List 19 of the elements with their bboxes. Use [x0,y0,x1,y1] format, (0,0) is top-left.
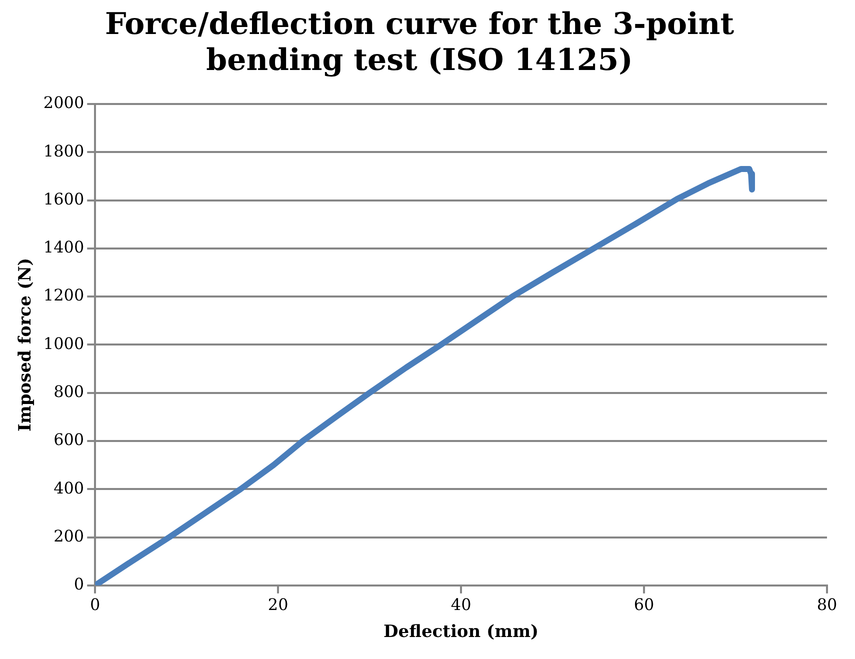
x-tick-label: 40 [450,595,472,614]
y-tick-label: 1200 [43,286,84,305]
x-tick-label: 0 [90,595,100,614]
y-tick-label: 2000 [43,93,84,112]
x-axis-title: Deflection (mm) [384,622,539,642]
y-tick-label: 400 [54,478,84,498]
x-tick-label: 80 [816,595,838,614]
y-tick-label: 1400 [43,238,84,257]
y-tick-label: 0 [74,574,84,594]
y-tick-label: 600 [54,430,84,450]
y-tick-label: 1600 [43,189,84,208]
chart-title: Force/deflection curve for the 3-point bending test (ISO 14125) [104,6,734,78]
y-tick-label: 800 [54,382,84,401]
x-tick-label: 20 [268,595,288,614]
y-tick-label: 1000 [43,334,84,353]
y-axis-title: Imposed force (N) [16,258,36,432]
y-tick-label: 1800 [43,141,84,160]
x-tick-label: 60 [634,595,654,614]
y-tick-label: 200 [54,526,84,546]
